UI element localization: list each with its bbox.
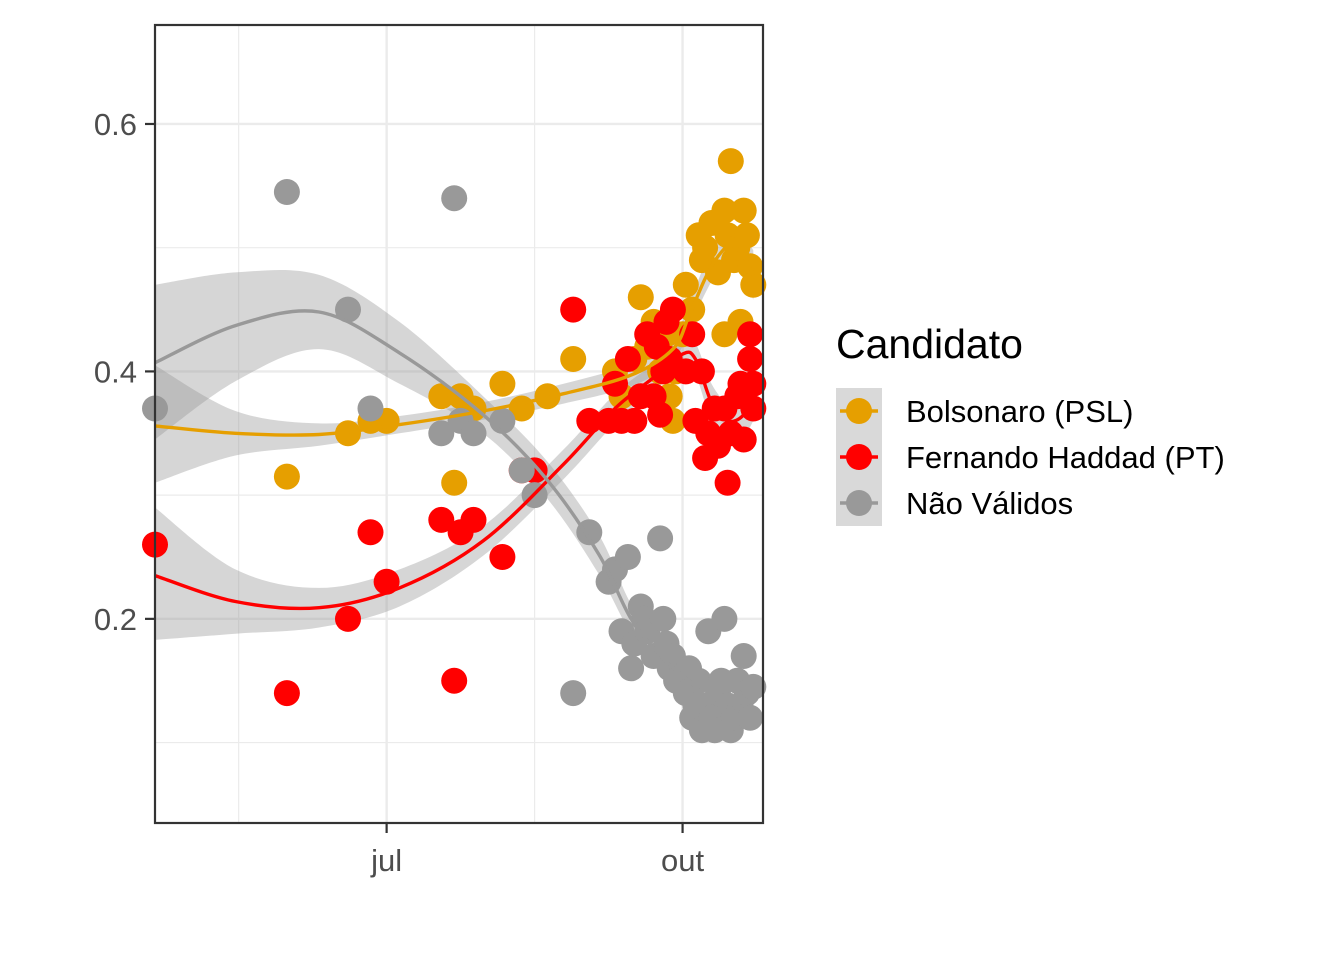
series-0-point (560, 346, 587, 372)
series-2-point (357, 395, 384, 422)
series-1-point (659, 296, 686, 323)
series-1-point (441, 667, 468, 694)
y-tick-label: 0.4 (94, 354, 137, 389)
series-1-point (489, 544, 516, 570)
series-1-point (273, 680, 300, 707)
legend-key-point (846, 398, 872, 424)
series-2-point (441, 185, 468, 212)
legend-label: Fernando Haddad (PT) (906, 440, 1225, 475)
series-1-point (737, 346, 764, 372)
series-0-point (441, 469, 468, 496)
series-0-point (692, 234, 719, 261)
y-axis: 0.2 0.4 0.6 (94, 107, 155, 637)
series-1-point (730, 426, 757, 453)
series-0-point (733, 222, 760, 249)
series-1-point (714, 469, 741, 496)
plot-panel (142, 23, 767, 825)
series-2-point (730, 643, 757, 669)
series-1-point (647, 401, 674, 428)
legend-label: Não Válidos (906, 486, 1073, 521)
legend-entry: Bolsonaro (PSL) (836, 388, 1133, 434)
series-2-point (650, 605, 677, 632)
series-1-point (428, 506, 455, 533)
series-0-point (672, 271, 699, 298)
series-1-point (460, 506, 487, 533)
legend-entry: Não Válidos (836, 480, 1073, 526)
series-2-point (711, 605, 738, 632)
legend-entry: Fernando Haddad (PT) (836, 434, 1225, 480)
series-2-point (618, 655, 645, 682)
series-1-point (740, 370, 767, 397)
series-0-point (428, 383, 455, 410)
legend-key-point (846, 490, 872, 516)
series-0-point (627, 284, 654, 311)
series-0-point (711, 197, 738, 224)
series-2-point (685, 667, 712, 694)
series-2-point (740, 673, 767, 700)
legend-key-point (846, 444, 872, 470)
legend-title: Candidato (836, 321, 1023, 367)
series-2-point (647, 525, 674, 552)
legend: Candidato Bolsonaro (PSL) Fernando Haddad… (836, 321, 1225, 526)
series-1-point (357, 519, 384, 546)
series-0-point (717, 148, 744, 175)
series-1-point (621, 407, 648, 434)
series-0-point (489, 370, 516, 397)
series-1-point (614, 346, 641, 372)
legend-label: Bolsonaro (PSL) (906, 394, 1133, 429)
series-0-trend-line (154, 243, 755, 437)
series-2-point (428, 420, 455, 447)
series-0-point (740, 271, 767, 298)
series-2-point (614, 544, 641, 570)
legend-entries: Bolsonaro (PSL) Fernando Haddad (PT) Não V… (836, 388, 1225, 526)
trend-lines (154, 243, 755, 710)
series-1-point (373, 568, 400, 595)
series-2-point (508, 457, 535, 484)
x-tick-label: out (661, 843, 704, 878)
series-0-point (730, 197, 757, 224)
series-2-point (335, 296, 361, 323)
x-tick-label: jul (370, 843, 402, 878)
panel-border (153, 23, 765, 825)
series-1-trend-line (154, 350, 755, 611)
series-1-point (737, 321, 764, 348)
y-tick-label: 0.6 (94, 107, 137, 142)
series-2-point (737, 704, 764, 731)
series-2-point (460, 420, 487, 447)
series-1-point (740, 395, 767, 422)
series-1-point (560, 296, 587, 323)
series-2-point (560, 680, 587, 707)
series-0-confidence-band (155, 230, 754, 483)
series-0-point (273, 463, 300, 490)
x-axis: jul out (370, 823, 705, 878)
y-tick-label: 0.2 (94, 602, 137, 637)
series-2-trend-line (154, 309, 755, 710)
series-2-point (273, 179, 300, 205)
series-1-point (335, 605, 361, 632)
